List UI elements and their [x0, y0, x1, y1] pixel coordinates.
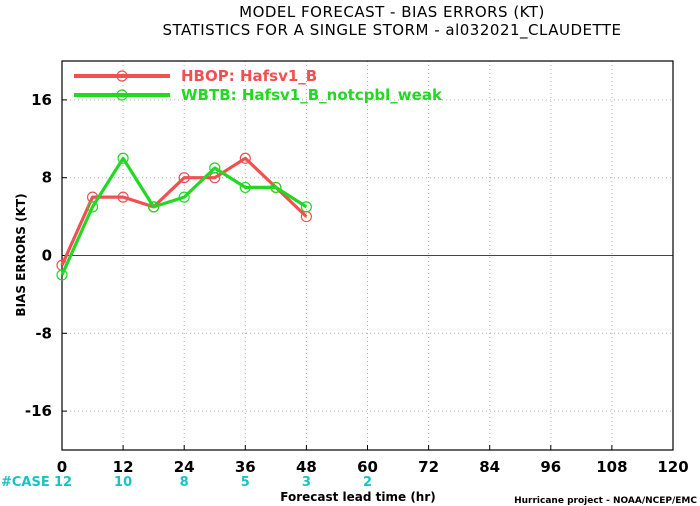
series-1-point — [178, 172, 190, 184]
credit-text: Hurricane project - NOAA/NCEP/EMC — [514, 496, 697, 506]
series-2-point — [300, 201, 312, 213]
x-tick-label: 48 — [296, 458, 317, 476]
legend-swatch-marker — [116, 70, 128, 82]
y-tick-label: -8 — [35, 324, 52, 342]
chart-subtitle: STATISTICS FOR A SINGLE STORM - al032021… — [162, 21, 621, 40]
chart-title: MODEL FORECAST - BIAS ERRORS (KT) — [239, 3, 545, 21]
series-2-point — [117, 152, 129, 164]
x-tick-label: 24 — [174, 458, 195, 476]
case-counts: #CASE 12 10 8 5 3 2 — [1, 475, 372, 490]
series-1-point — [117, 191, 129, 203]
case-count: 10 — [114, 475, 132, 490]
x-tick-label: 108 — [596, 458, 627, 476]
case-count: 3 — [302, 475, 311, 490]
x-tick-label: 84 — [479, 458, 500, 476]
x-tick-label: 60 — [357, 458, 378, 476]
x-tick-label: 0 — [57, 458, 67, 476]
case-count: 5 — [241, 475, 250, 490]
y-axis-label: BIAS ERRORS (KT) — [14, 193, 28, 316]
series-2-point — [178, 191, 190, 203]
series-line-2 — [60, 156, 308, 276]
series-2-point — [239, 181, 251, 194]
series-2-point — [148, 201, 160, 213]
legend-swatch-marker — [116, 89, 128, 101]
series-2-point — [86, 201, 99, 213]
case-count: 2 — [363, 475, 372, 490]
series-2-point — [270, 181, 282, 194]
x-tick-label: 120 — [657, 458, 688, 476]
series-group — [56, 152, 312, 281]
legend-label: WBTB: Hafsv1_B_notcpbl_weak — [181, 86, 443, 104]
y-tick-label: 8 — [42, 169, 52, 187]
x-tick-label: 12 — [113, 458, 134, 476]
case-count: 8 — [180, 475, 189, 490]
grid — [62, 61, 673, 450]
series-1-point — [239, 152, 251, 164]
legend-label: HBOP: Hafsv1_B — [181, 67, 317, 85]
y-tick-label: 16 — [31, 91, 52, 109]
series-line-1 — [60, 156, 308, 266]
y-tick-label: 0 — [42, 247, 52, 265]
series-2-point — [56, 269, 68, 281]
x-tick-label: 36 — [235, 458, 256, 476]
case-count: 12 — [54, 475, 72, 490]
x-axis-ticks: 0 12 24 36 48 60 72 84 96 108 120 — [57, 445, 689, 476]
x-tick-label: 72 — [418, 458, 439, 476]
case-header: #CASE — [1, 475, 50, 490]
y-axis-ticks: -16 -8 0 8 16 — [25, 91, 67, 420]
x-axis-label: Forecast lead time (hr) — [280, 490, 436, 504]
series-2-point — [209, 162, 221, 174]
y-tick-label: -16 — [25, 402, 52, 420]
x-tick-label: 96 — [540, 458, 561, 476]
